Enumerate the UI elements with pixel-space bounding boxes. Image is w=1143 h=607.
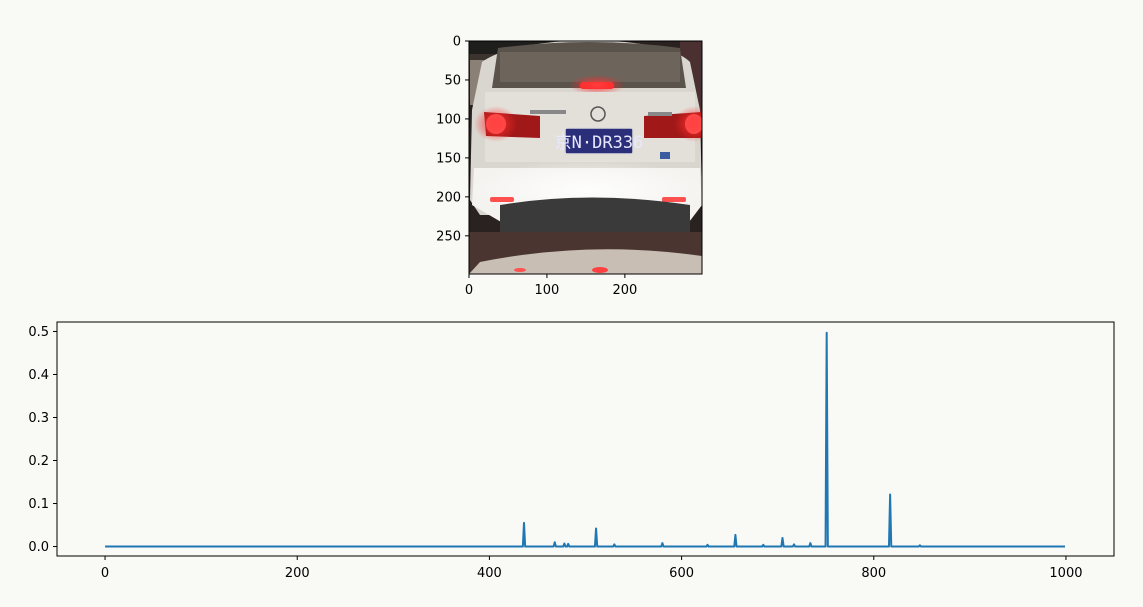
x-tick-label: 200 — [285, 566, 310, 581]
image-x-tick-label: 200 — [612, 283, 637, 298]
line-subplot: 0 200 400 600 800 1000 0.0 0.1 0.2 0.3 0.4 0.5 — [28, 321, 1115, 581]
x-tick-label: 0 — [101, 566, 109, 581]
y-tick-label: 0.1 — [28, 497, 49, 512]
image-y-tick-label: 200 — [436, 190, 461, 205]
car-photo: 京N·DR336 — [469, 41, 702, 274]
image-subplot: 京N·DR336 0 50 100 150 200 250 0 100 200 — [436, 35, 703, 298]
image-y-ticks: 0 50 100 150 200 250 — [436, 35, 469, 244]
line-x-ticks: 0 200 400 600 800 1000 — [101, 556, 1083, 581]
x-tick-label: 1000 — [1049, 566, 1082, 581]
image-y-tick-label: 150 — [436, 151, 461, 166]
y-tick-label: 0.4 — [28, 368, 49, 383]
x-tick-label: 600 — [669, 566, 694, 581]
image-x-tick-label: 0 — [465, 283, 473, 298]
x-tick-label: 800 — [861, 566, 886, 581]
image-y-tick-label: 100 — [436, 112, 461, 127]
image-x-tick-label: 100 — [535, 283, 560, 298]
image-y-tick-label: 250 — [436, 229, 461, 244]
image-y-tick-label: 0 — [453, 35, 461, 50]
y-tick-label: 0.2 — [28, 454, 49, 469]
y-tick-label: 0.0 — [28, 540, 49, 555]
image-x-ticks: 0 100 200 — [465, 274, 637, 298]
plot-area — [57, 322, 1114, 556]
license-plate-text: 京N·DR336 — [555, 133, 644, 153]
y-tick-label: 0.5 — [28, 325, 49, 340]
image-y-tick-label: 50 — [444, 73, 461, 88]
line-axes-frame — [56, 321, 1115, 557]
x-tick-label: 400 — [477, 566, 502, 581]
line-y-ticks: 0.0 0.1 0.2 0.3 0.4 0.5 — [28, 325, 57, 555]
series-line — [105, 331, 1065, 548]
y-tick-label: 0.3 — [28, 411, 49, 426]
